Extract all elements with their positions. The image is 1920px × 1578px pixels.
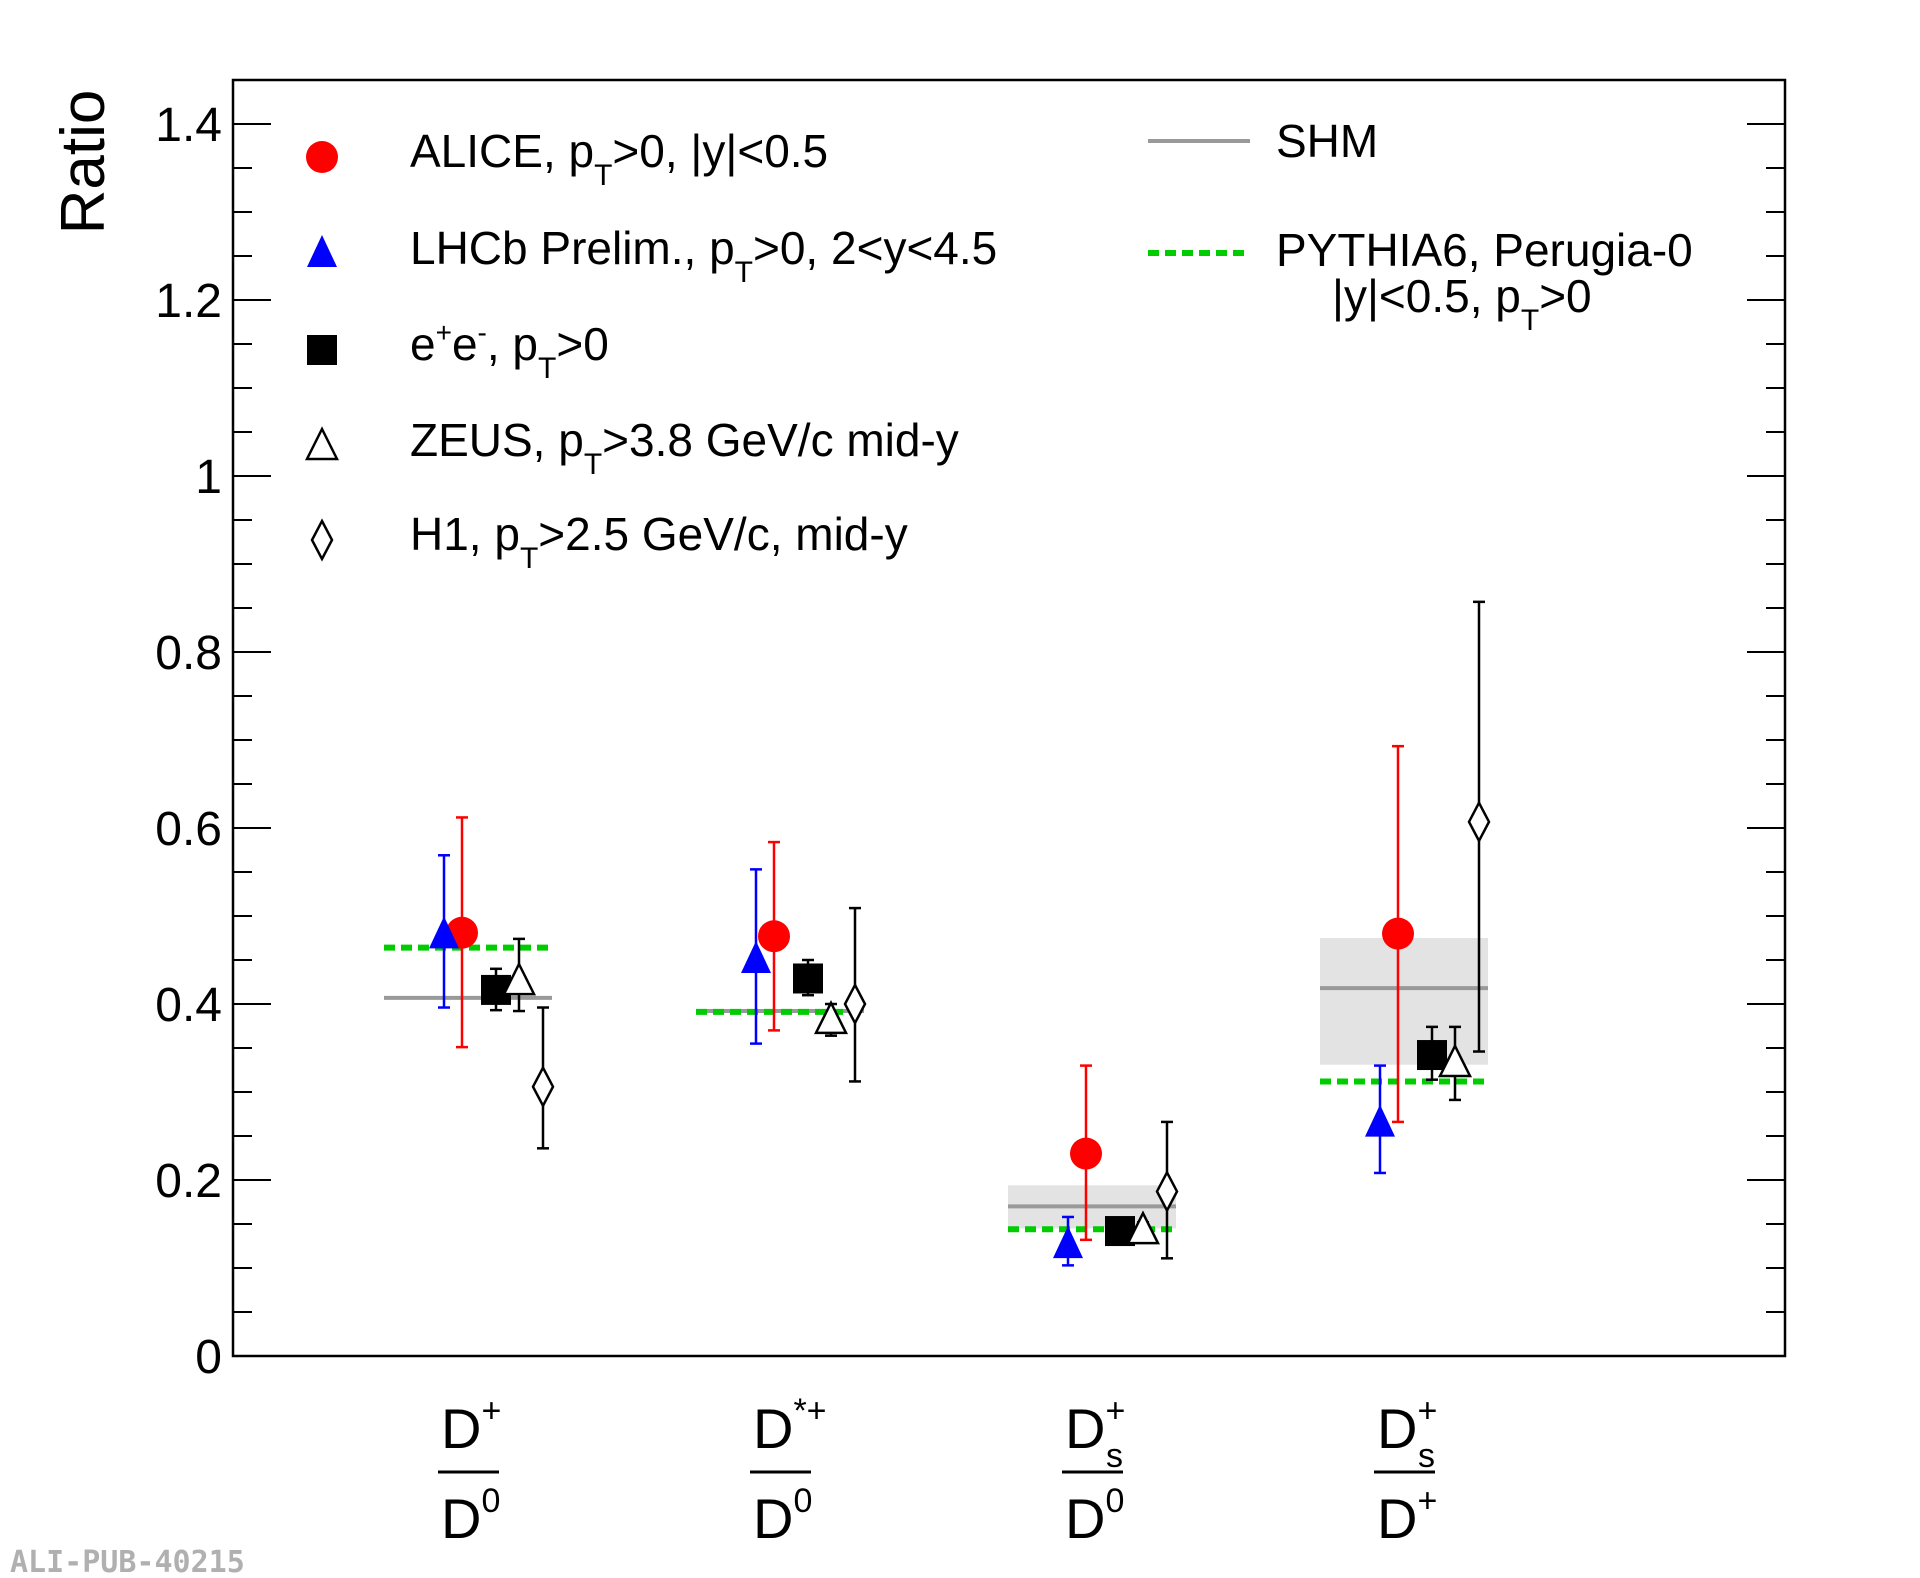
y-tick-label: 0	[195, 1331, 222, 1384]
model-bands	[1008, 938, 1488, 1229]
plot-frame	[231, 78, 1787, 1358]
legend-label: e+e-, pT>0	[410, 317, 609, 385]
x-label-numerator: D+	[1377, 1392, 1437, 1460]
y-axis-label: Ratio	[49, 90, 118, 235]
legend-marker	[304, 426, 340, 461]
data-point-e-e-	[1417, 1040, 1447, 1071]
x-label-subscript: s	[1418, 1437, 1435, 1475]
x-label-numerator: D+	[1065, 1392, 1125, 1460]
legend: ALICE, pT>0, |y|<0.5 LHCb Prelim., pT>0, …	[304, 115, 1693, 575]
data-point-h1	[1467, 800, 1491, 844]
error-bars	[438, 600, 1485, 1267]
shm-band	[1320, 938, 1488, 1065]
legend-shm-label: SHM	[1276, 115, 1378, 167]
data-point-lhcb-prelim-	[1053, 1226, 1083, 1259]
x-label-numerator: D*+	[753, 1392, 827, 1460]
data-point-zeus	[501, 961, 537, 996]
x-label-denominator: D0	[1065, 1482, 1124, 1550]
y-tick-label: 0.6	[155, 803, 222, 856]
legend-label: LHCb Prelim., pT>0, 2<y<4.5	[410, 222, 997, 289]
x-label-denominator: D+	[1377, 1482, 1437, 1550]
data-point-alice	[1070, 1137, 1102, 1170]
y-tick-label: 0.8	[155, 627, 222, 680]
data-point-h1	[1155, 1169, 1179, 1214]
data-point-lhcb-prelim-	[741, 941, 771, 973]
x-label-subscript: s	[1106, 1437, 1123, 1475]
legend-marker	[307, 235, 337, 267]
legend-label: H1, pT>2.5 GeV/c, mid-y	[410, 508, 908, 575]
data-point-e-e-	[793, 963, 823, 994]
watermark: ALI-PUB-40215	[10, 1545, 245, 1578]
data-point-alice	[1382, 917, 1414, 950]
data-point-zeus	[1125, 1210, 1161, 1245]
y-tick-labels: 0 0.2 0.4 0.6 0.8 1 1.2 1.4	[155, 99, 222, 1384]
y-tick-label: 1.4	[155, 99, 222, 152]
data-point-h1	[531, 1065, 555, 1109]
axis-ticks	[233, 123, 1785, 1357]
x-label-denominator: D0	[753, 1482, 812, 1550]
data-point-zeus	[813, 1000, 849, 1035]
legend-marker	[306, 141, 338, 173]
data-point-h1	[843, 982, 867, 1026]
x-label-denominator: D0	[441, 1482, 500, 1550]
legend-label: ALICE, pT>0, |y|<0.5	[410, 125, 828, 192]
y-tick-label: 1	[195, 451, 222, 504]
y-tick-label: 1.2	[155, 275, 222, 328]
data-markers	[429, 800, 1491, 1259]
legend-label: ZEUS, pT>3.8 GeV/c mid-y	[410, 414, 959, 481]
data-point-alice	[758, 920, 790, 953]
data-point-lhcb-prelim-	[429, 916, 459, 949]
data-point-zeus	[1437, 1043, 1473, 1078]
legend-pythia-label-line2: |y|<0.5, pT>0	[1332, 270, 1592, 337]
y-tick-label: 0.4	[155, 979, 222, 1032]
x-label-numerator: D+	[441, 1392, 501, 1460]
y-tick-label: 0.2	[155, 1155, 222, 1208]
legend-marker	[310, 518, 334, 562]
legend-pythia-label: PYTHIA6, Perugia-0	[1276, 224, 1693, 276]
legend-marker	[307, 335, 337, 365]
data-point-lhcb-prelim-	[1365, 1104, 1395, 1137]
